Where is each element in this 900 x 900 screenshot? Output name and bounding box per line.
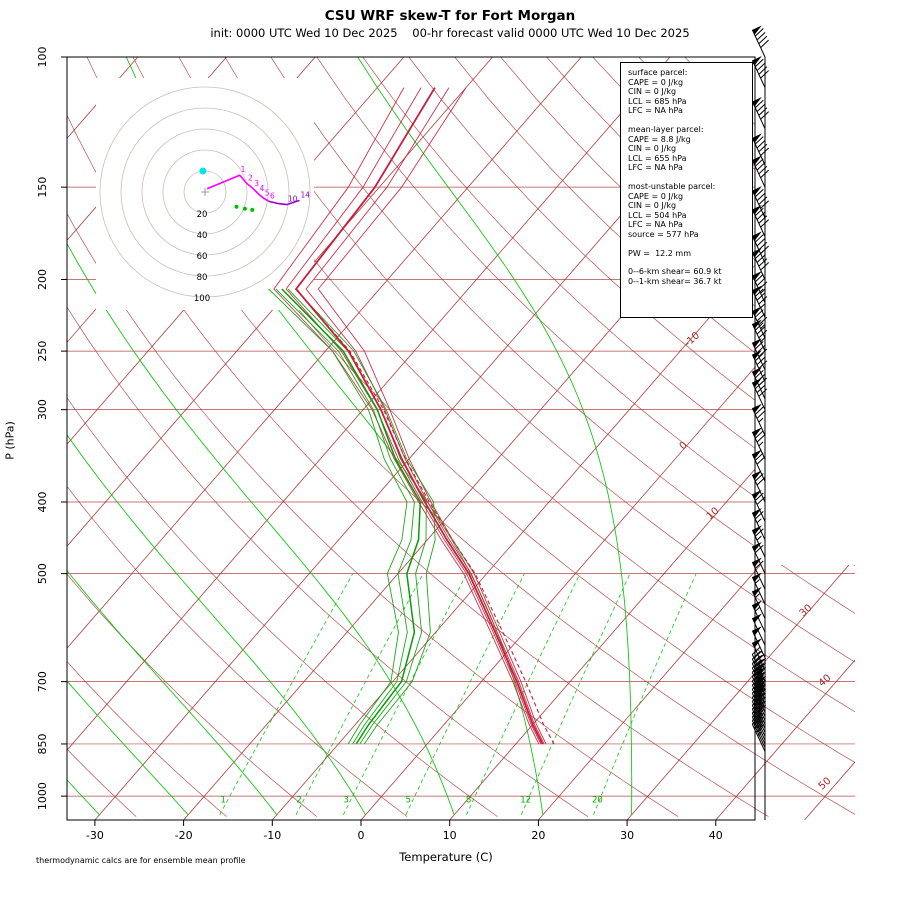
- hodograph-km-label: 1: [241, 165, 246, 174]
- isotherm-label: 40: [817, 673, 834, 690]
- hodograph-km-label: 2: [248, 174, 253, 183]
- hodograph-member-dot: [250, 207, 255, 212]
- y-tick-label: 250: [36, 341, 49, 362]
- y-tick-label: 500: [36, 563, 49, 584]
- isotherm-label: 0: [678, 440, 690, 452]
- page-title: CSU WRF skew-T for Fort Morgan: [324, 8, 576, 24]
- isotherm-label: 30: [798, 603, 815, 620]
- info-line: LFC = NA hPa: [628, 163, 683, 173]
- info-section: mean-layer parcel: CAPE = 8.8 J/kg CIN = 0…: [628, 125, 750, 173]
- mixing-ratio-label: 5: [406, 796, 411, 806]
- info-line: LCL = 655 hPa: [628, 153, 687, 163]
- temperature-member: [317, 87, 547, 745]
- info-section: 0--6-km shear= 60.9 kt 0--1-km shear= 36.…: [628, 267, 750, 286]
- hodograph-trace-0-6km: [206, 174, 270, 203]
- dewpoint-member: [268, 288, 408, 745]
- info-line: CAPE = 0 J/kg: [628, 77, 684, 87]
- hodograph-ring-label: 40: [197, 231, 208, 241]
- footnote: thermodynamic calcs are for ensemble mea…: [36, 856, 246, 865]
- hodograph-km-label: 6: [270, 191, 275, 200]
- x-tick-label: 10: [443, 829, 457, 842]
- hodograph-ring-label: 80: [197, 273, 208, 283]
- hodograph-km-label: 10: [288, 195, 298, 204]
- info-section: most-unstable parcel: CAPE = 0 J/kg CIN = …: [628, 182, 750, 240]
- hodograph-km-label: 3: [254, 179, 259, 188]
- mixing-ratio-label: 8: [466, 796, 471, 806]
- info-line: 0--1-km shear= 36.7 kt: [628, 276, 722, 286]
- temperature-profile: [294, 87, 544, 745]
- mixing-ratio-label: 3: [343, 796, 348, 806]
- hodograph-trace-above-6km: [268, 199, 300, 206]
- x-tick-label: 40: [709, 829, 723, 842]
- y-tick-label: 100: [36, 47, 49, 68]
- info-line: mean-layer parcel:: [628, 124, 704, 134]
- hodograph-member-dot: [242, 206, 247, 211]
- mixing-ratio-label: 1: [220, 796, 225, 806]
- hodograph-km-label: 5: [265, 188, 270, 197]
- info-line: CAPE = 8.8 J/kg: [628, 134, 691, 144]
- y-tick-label: 200: [36, 269, 49, 290]
- y-tick-label: 850: [36, 733, 49, 754]
- info-box: surface parcel: CAPE = 0 J/kg CIN = 0 J/kg…: [620, 62, 753, 318]
- info-section: PW = 12.2 mm: [628, 249, 750, 259]
- y-tick-label: 300: [36, 399, 49, 420]
- hodograph-member-dot: [234, 204, 239, 209]
- info-line: LCL = 685 hPa: [628, 96, 687, 106]
- isotherm-label: 10: [705, 506, 722, 523]
- sounding-profiles: [268, 87, 555, 745]
- info-line: source = 577 hPa: [628, 229, 699, 239]
- moist-adiabats-and-mixing-lines: [67, 57, 697, 816]
- y-tick-label: 150: [36, 177, 49, 198]
- mixing-ratio-label: 2: [296, 796, 301, 806]
- dewpoint-member: [275, 288, 415, 745]
- temperature-member: [285, 87, 542, 745]
- x-tick-label: -20: [175, 829, 193, 842]
- mixing-ratio-label: 20: [592, 796, 603, 806]
- x-tick-label: 30: [620, 829, 634, 842]
- page-subtitle: init: 0000 UTC Wed 10 Dec 2025 00-hr for…: [210, 26, 690, 40]
- x-tick-label: -30: [86, 829, 104, 842]
- temperature-member: [305, 87, 545, 745]
- info-line: LCL = 504 hPa: [628, 210, 687, 220]
- x-tick-label: 0: [358, 829, 365, 842]
- y-axis-label: P (hPa): [3, 421, 17, 460]
- info-line: CIN = 0 J/kg: [628, 87, 677, 97]
- temperature-member: [273, 87, 540, 745]
- x-tick-label: 20: [531, 829, 545, 842]
- isotherm-label: -10: [683, 330, 703, 349]
- y-tick-label: 700: [36, 671, 49, 692]
- info-line: 0--6-km shear= 60.9 kt: [628, 267, 722, 277]
- info-line: CIN = 0 J/kg: [628, 201, 677, 211]
- info-line: PW = 12.2 mm: [628, 248, 692, 258]
- storm-motion-dot: [199, 167, 207, 175]
- axes: -30 -20 -10 0 10 20 30 401001502002503004005007…: [36, 47, 756, 842]
- hodograph-km-label: 4: [260, 184, 265, 193]
- hodograph-ring-label: 20: [197, 210, 208, 220]
- x-tick-label: -10: [263, 829, 281, 842]
- info-line: most-unstable parcel:: [628, 181, 716, 191]
- hodograph-ring-label: 60: [197, 252, 208, 262]
- dewpoint-profile: [281, 288, 422, 745]
- virtual-temperature-profile: [295, 288, 555, 745]
- x-axis-label: Temperature (C): [399, 850, 493, 864]
- info-line: LFC = NA hPa: [628, 220, 683, 230]
- info-line: CIN = 0 J/kg: [628, 144, 677, 154]
- info-section: surface parcel: CAPE = 0 J/kg CIN = 0 J/kg…: [628, 68, 750, 116]
- info-line: CAPE = 0 J/kg: [628, 191, 684, 201]
- info-line: surface parcel:: [628, 68, 688, 77]
- dewpoint-member: [294, 288, 436, 745]
- y-tick-label: 1000: [36, 782, 49, 810]
- hodograph-km-label: 14: [301, 190, 311, 199]
- y-tick-label: 400: [36, 492, 49, 513]
- info-line: LFC = NA hPa: [628, 106, 683, 116]
- mixing-ratio-label: 12: [520, 796, 531, 806]
- hodograph-ring-label: 100: [194, 294, 210, 304]
- wind-barbs: [751, 25, 769, 820]
